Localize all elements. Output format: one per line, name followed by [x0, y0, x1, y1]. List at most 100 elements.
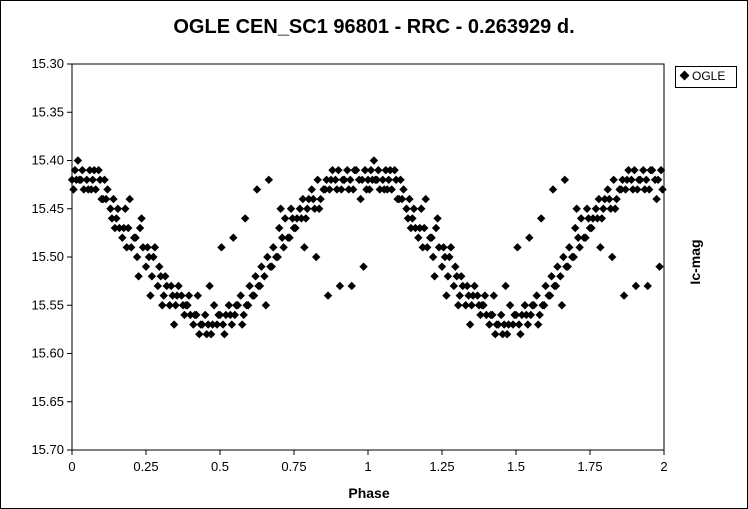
data-point-diamond: [221, 310, 231, 320]
data-point-diamond: [275, 223, 284, 233]
data-point-diamond: [591, 204, 601, 213]
data-point-diamond: [462, 281, 472, 291]
data-point-diamond: [227, 320, 237, 329]
data-point-diamond: [502, 330, 512, 339]
data-point-diamond: [430, 272, 439, 281]
data-point-diamond: [323, 291, 333, 300]
data-point-diamond: [645, 185, 654, 194]
data-point-diamond: [584, 214, 593, 223]
data-point-diamond: [118, 233, 127, 242]
x-tick-label: 1: [364, 459, 371, 474]
data-point-diamond: [369, 156, 379, 165]
data-point-diamond: [371, 175, 380, 184]
data-point-diamond: [621, 185, 630, 194]
data-point-diamond: [309, 194, 318, 204]
data-point-diamond: [375, 185, 385, 194]
data-point-diamond: [181, 301, 191, 310]
data-point-diamond: [273, 252, 282, 262]
data-point-diamond: [443, 272, 453, 281]
data-point-diamond: [155, 262, 164, 271]
data-point-diamond: [366, 165, 376, 175]
data-point-diamond: [630, 165, 639, 175]
data-point-diamond: [78, 165, 87, 175]
data-point-diamond: [166, 281, 176, 291]
data-point-diamond: [285, 233, 294, 242]
data-point-diamond: [609, 175, 618, 184]
chart-title: OGLE CEN_SC1 96801 - RRC - 0.263929 d.: [173, 16, 575, 38]
data-point-diamond: [547, 272, 556, 281]
data-point-diamond: [442, 291, 451, 300]
data-point-diamond: [288, 214, 297, 223]
data-point-diamond: [346, 175, 355, 184]
data-point-diamond: [106, 204, 115, 213]
data-point-diamond: [344, 185, 353, 194]
data-point-diamond: [100, 175, 109, 184]
data-point-diamond: [217, 243, 226, 252]
data-point-diamond: [417, 204, 426, 213]
data-point-diamond: [418, 243, 427, 252]
data-point-diamond: [391, 175, 401, 184]
data-point-diamond: [548, 185, 558, 194]
data-point-diamond: [485, 320, 494, 329]
data-point-diamond: [87, 185, 96, 194]
data-point-diamond: [322, 175, 331, 184]
data-point-diamond: [313, 175, 322, 184]
x-tick-label: 0.5: [211, 459, 229, 474]
data-point-diamond: [112, 214, 121, 223]
data-point-diamond: [147, 272, 157, 281]
data-point-diamond: [184, 291, 194, 300]
data-point-diamond: [643, 281, 652, 291]
data-point-diamond: [499, 320, 509, 329]
x-tick-label: 0: [68, 459, 75, 474]
data-point-diamond: [414, 233, 423, 242]
data-point-diamond: [587, 223, 596, 233]
data-point-diamond: [539, 301, 549, 310]
data-point-diamond: [73, 156, 83, 165]
data-point-diamond: [622, 175, 632, 184]
data-point-diamond: [624, 165, 633, 175]
data-point-diamond: [489, 291, 498, 300]
data-point-diamond: [468, 291, 478, 300]
data-point-diamond: [439, 243, 448, 252]
y-tick-label: 15.30: [31, 56, 64, 71]
data-point-diamond: [504, 320, 513, 329]
data-point-diamond: [202, 330, 211, 339]
data-point-diamond: [541, 281, 550, 291]
data-point-diamond: [402, 204, 411, 213]
data-point-diamond: [195, 330, 204, 339]
data-point-diamond: [461, 301, 470, 310]
data-point-diamond: [189, 320, 198, 329]
data-point-diamond: [513, 243, 522, 252]
data-point-diamond: [399, 185, 408, 194]
data-point-diamond: [433, 214, 442, 223]
data-point-diamond: [627, 175, 636, 184]
data-point-diamond: [639, 165, 648, 175]
data-point-diamond: [396, 175, 405, 184]
data-point-diamond: [263, 252, 272, 262]
data-point-diamond: [90, 165, 99, 175]
data-point-diamond: [616, 185, 626, 194]
data-point-diamond: [255, 281, 265, 291]
data-point-diamond: [338, 175, 348, 184]
data-point-diamond: [631, 281, 641, 291]
data-point-diamond: [196, 320, 205, 329]
data-point-diamond: [599, 204, 608, 213]
data-point-diamond: [619, 291, 629, 300]
data-point-diamond: [455, 291, 464, 300]
data-point-diamond: [465, 320, 475, 329]
x-tick-label: 1.25: [429, 459, 454, 474]
data-point-diamond: [332, 185, 342, 194]
data-point-diamond: [226, 310, 235, 320]
data-point-diamond: [115, 223, 124, 233]
data-point-diamond: [581, 233, 590, 242]
data-point-diamond: [528, 301, 537, 310]
data-point-diamond: [610, 204, 620, 213]
data-point-diamond: [143, 243, 152, 252]
data-point-diamond: [110, 223, 120, 233]
data-point-diamond: [545, 291, 555, 300]
data-point-diamond: [573, 233, 583, 242]
data-point-diamond: [279, 243, 288, 252]
data-point-diamond: [277, 233, 287, 242]
data-point-diamond: [508, 320, 518, 329]
data-point-diamond: [168, 291, 177, 300]
